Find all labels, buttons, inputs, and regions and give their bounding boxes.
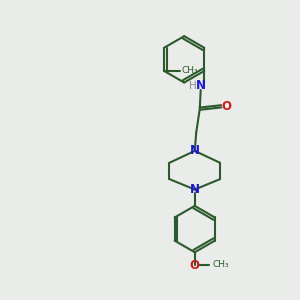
- Text: CH₃: CH₃: [212, 260, 229, 269]
- Text: N: N: [190, 144, 200, 158]
- Text: O: O: [221, 100, 231, 113]
- Text: H: H: [189, 81, 197, 91]
- Text: CH₃: CH₃: [182, 66, 199, 75]
- Text: N: N: [196, 79, 206, 92]
- Text: N: N: [190, 183, 200, 196]
- Text: O: O: [190, 259, 200, 272]
